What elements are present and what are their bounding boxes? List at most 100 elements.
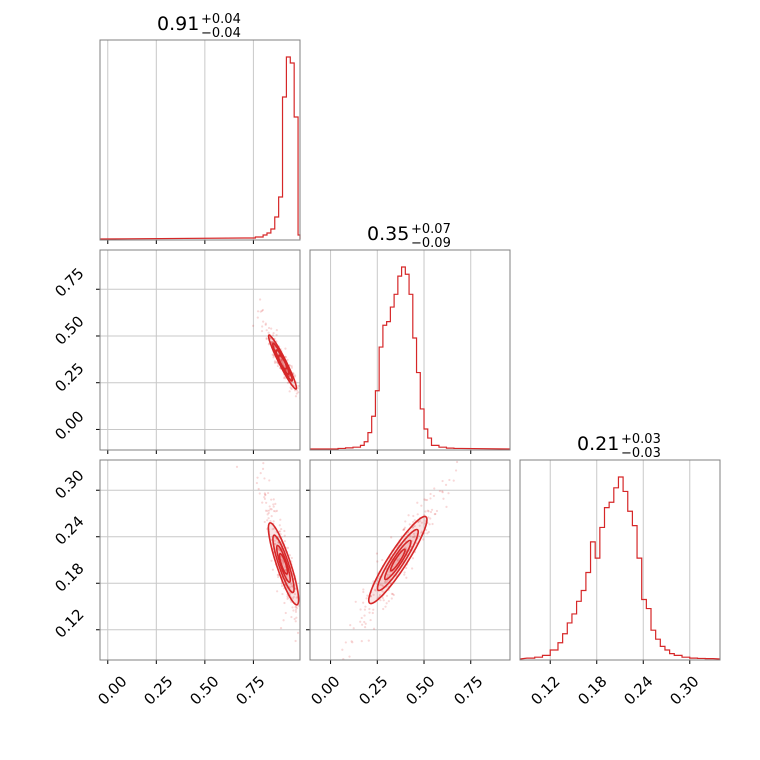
sample-point: [375, 552, 379, 555]
sample-point: [433, 487, 436, 490]
sample-point: [420, 531, 423, 534]
sample-point: [277, 575, 280, 579]
sample-point: [368, 607, 371, 611]
sample-point: [270, 559, 273, 562]
sample-point: [294, 608, 298, 611]
sample-point: [279, 626, 283, 630]
sample-point: [412, 514, 415, 518]
sample-point: [282, 363, 285, 366]
sample-point: [272, 520, 275, 523]
sample-point: [286, 597, 289, 600]
sample-point: [426, 532, 429, 535]
sample-point: [269, 336, 272, 339]
sample-point: [411, 535, 415, 539]
sample-point: [264, 493, 267, 496]
sample-point: [317, 669, 319, 671]
sample-point: [267, 491, 270, 495]
sample-point: [372, 627, 376, 630]
sample-point: [301, 393, 303, 395]
sample-point: [413, 524, 416, 528]
sample-point: [372, 608, 375, 611]
sample-point: [306, 409, 308, 411]
sample-point: [261, 467, 265, 470]
sample-point: [363, 614, 366, 617]
sample-point: [270, 515, 273, 518]
sample-point: [371, 611, 374, 615]
sample-point: [272, 498, 275, 501]
sample-point: [272, 509, 276, 513]
sample-point: [290, 387, 293, 391]
sample-point: [286, 381, 289, 384]
xtick-label: 0.75: [232, 672, 268, 708]
sample-point: [386, 573, 389, 576]
density-panel-2-0: [235, 462, 319, 671]
panel-frame: [519, 459, 721, 661]
sample-point: [363, 626, 367, 629]
sample-point: [381, 558, 384, 562]
xtick-label: 0.30: [666, 672, 702, 708]
sample-point: [403, 573, 406, 576]
sample-point: [280, 358, 283, 361]
sample-point: [300, 636, 302, 638]
sample-point: [276, 573, 279, 577]
sample-point: [416, 501, 419, 504]
xtick-label: 0.12: [527, 672, 563, 708]
sample-point: [380, 583, 383, 586]
sample-point: [427, 510, 430, 513]
sample-point: [257, 487, 260, 491]
sample-point: [402, 528, 406, 531]
sample-point: [264, 509, 268, 512]
sample-point: [360, 616, 363, 620]
sample-point: [301, 415, 303, 417]
sample-point: [390, 536, 393, 539]
sample-point: [259, 310, 262, 313]
panel-frame: [99, 39, 301, 241]
sample-point: [413, 534, 416, 538]
density-panel-2-1: [341, 460, 459, 660]
sample-point: [266, 509, 269, 512]
sample-point: [274, 502, 277, 505]
sample-point: [290, 556, 293, 560]
sample-point: [441, 490, 444, 493]
sample-point: [300, 413, 302, 415]
sample-point: [260, 309, 264, 312]
xtick-label: 0.00: [94, 672, 130, 708]
sample-point: [403, 571, 406, 574]
sample-point: [427, 516, 430, 519]
sample-point: [429, 517, 432, 520]
ytick-label: 0.18: [51, 559, 87, 595]
sample-point: [374, 589, 377, 592]
panel-frame: [309, 459, 511, 661]
sample-point: [367, 639, 370, 642]
sample-point: [289, 386, 292, 389]
sample-point: [293, 374, 297, 377]
sample-point: [361, 623, 364, 626]
sample-point: [425, 498, 429, 502]
histogram-param-1: [310, 266, 511, 450]
sample-point: [411, 567, 414, 570]
sample-point: [288, 585, 291, 589]
sample-point: [260, 329, 264, 333]
sample-point: [280, 584, 284, 588]
sample-point: [277, 352, 280, 356]
sample-point: [295, 392, 298, 395]
ytick-label: 0.30: [51, 466, 87, 502]
sample-point: [378, 583, 381, 586]
sample-point: [385, 602, 388, 605]
sample-point: [360, 640, 363, 643]
sample-point: [384, 605, 387, 608]
sample-point: [284, 569, 287, 572]
histogram-param-2: [519, 476, 721, 660]
sample-point: [424, 510, 427, 513]
sample-point: [305, 620, 307, 622]
sample-point: [291, 597, 295, 600]
sample-point: [294, 639, 297, 643]
sample-point: [365, 597, 368, 600]
sample-point: [288, 390, 291, 393]
sample-point: [391, 592, 394, 596]
density-panel-1-0: [251, 298, 326, 444]
sample-point: [290, 583, 293, 586]
sample-point: [412, 520, 415, 524]
sample-point: [280, 359, 283, 362]
sample-point: [324, 442, 326, 444]
